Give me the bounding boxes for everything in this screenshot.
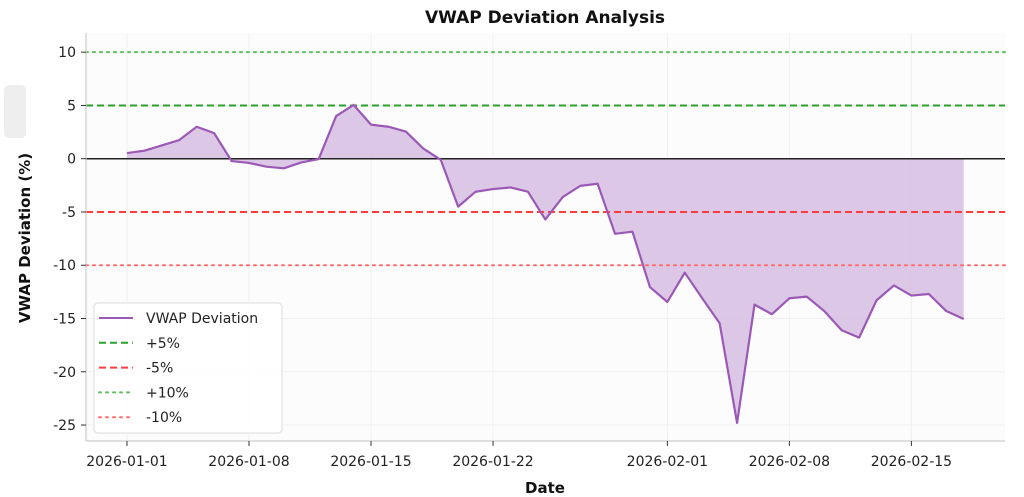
fill-layer	[126, 104, 964, 423]
side-panel-tab[interactable]	[4, 85, 26, 138]
legend-label: -5%	[146, 361, 173, 377]
x-tick-label: 2026-01-15	[330, 454, 411, 470]
x-tick-label: 2026-02-08	[749, 454, 830, 470]
y-tick-label: -5	[62, 205, 76, 221]
x-tick-label: 2026-01-22	[452, 454, 533, 470]
legend-label: -10%	[146, 410, 182, 426]
y-tick-label: 0	[67, 152, 76, 168]
y-tick-label: 10	[58, 45, 76, 61]
legend-box	[93, 302, 283, 434]
x-axis-title: Date	[525, 479, 565, 497]
legend-label: +10%	[146, 385, 189, 401]
y-tick-label: -20	[53, 365, 76, 381]
y-tick-label: -25	[53, 418, 76, 434]
x-tick-label: 2026-01-08	[208, 454, 289, 470]
axes	[85, 33, 1005, 442]
x-tick-label: 2026-02-01	[627, 454, 708, 470]
deviation-area-fill	[126, 104, 964, 423]
x-tick-label: 2026-01-01	[86, 454, 167, 470]
legend-label: +5%	[146, 336, 180, 352]
y-ticks: 10 5 0 -5 -10 -15 -20 -25	[53, 45, 86, 434]
x-tick-label: 2026-02-15	[871, 454, 952, 470]
x-ticks: 2026-01-01 2026-01-08 2026-01-15 2026-01-22…	[86, 441, 952, 470]
y-tick-label: -10	[53, 258, 76, 274]
legend-label: VWAP Deviation	[146, 311, 258, 327]
y-tick-label: -15	[53, 311, 76, 327]
chart-title: VWAP Deviation Analysis	[425, 8, 665, 28]
y-tick-label: 5	[67, 98, 76, 114]
legend: VWAP Deviation +5% -5% +10% -10%	[93, 302, 283, 434]
series-layer	[126, 103, 965, 424]
reference-lines	[85, 51, 1006, 267]
y-axis-title: VWAP Deviation (%)	[16, 153, 34, 323]
